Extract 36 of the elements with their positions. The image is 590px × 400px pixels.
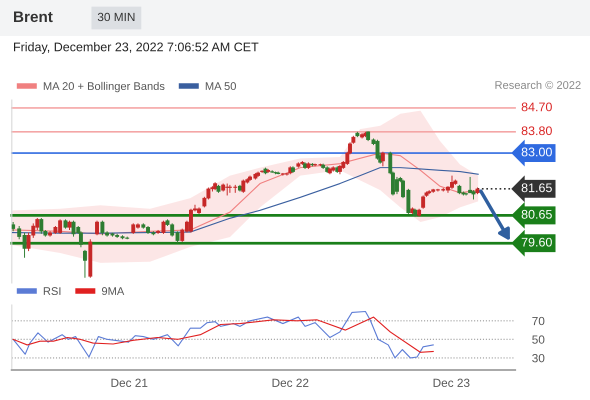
y-tick-label: 30 (532, 354, 544, 362)
candlestick (472, 190, 476, 200)
candlestick (376, 139, 380, 160)
candlestick (82, 249, 87, 278)
text: Research © 2022 (495, 80, 581, 89)
legend-label: MA 20 + Bollinger Bands (44, 82, 164, 92)
x-tick-label: Dec 21 (111, 378, 148, 388)
ref-line-label: 79.60 (522, 238, 552, 247)
x-tick-label: Dec 23 (434, 378, 470, 388)
candlestick (95, 220, 99, 236)
candlestick (421, 194, 426, 210)
chart-subtitle: Friday, December 23, 2022 7:06:52 AM CET (14, 42, 258, 54)
legend-label: RSI (44, 287, 60, 296)
candlestick (395, 176, 399, 195)
legend-label: MA 50 (206, 82, 236, 90)
line-series (12, 310, 434, 358)
ref-line-label: 83.00 (522, 148, 552, 156)
candlestick (68, 220, 72, 230)
candlestick (39, 218, 44, 234)
x-tick-label: Dec 22 (272, 378, 308, 388)
ref-line-label: 81.65 (522, 183, 552, 192)
y-tick-label: 50 (532, 335, 544, 344)
y-tick-label: 70 (532, 316, 544, 326)
ref-line-label: 83.80 (522, 126, 552, 136)
line-series (12, 316, 434, 353)
candlestick (189, 208, 193, 234)
text: 30 MIN (98, 12, 134, 22)
legend-label: 9MA (102, 287, 124, 296)
candlestick (12, 222, 16, 232)
ref-line-label: 80.65 (522, 210, 552, 219)
candlestick (241, 179, 246, 194)
candlestick (64, 218, 68, 230)
ref-line-label: 84.70 (522, 102, 552, 112)
candlestick (457, 184, 462, 195)
chart-title: Brent (14, 11, 53, 22)
candlestick (450, 175, 454, 190)
